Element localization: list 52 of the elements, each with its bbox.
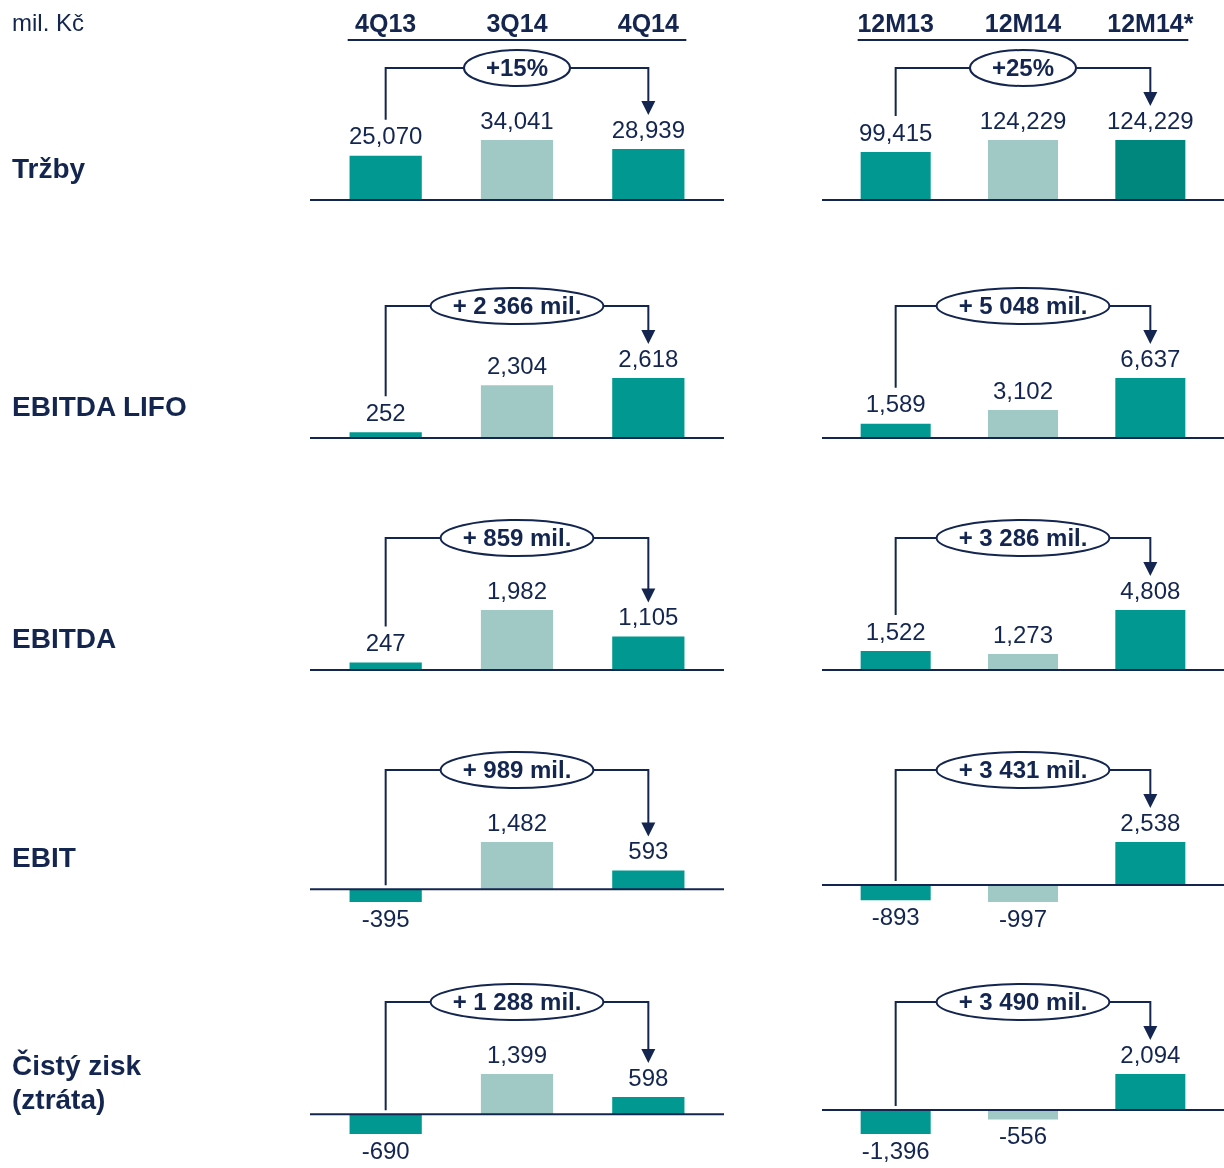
text: +25% xyxy=(991,53,1055,81)
text: + 3 490 mil. xyxy=(958,987,1088,1015)
data-label: -395 xyxy=(361,904,410,932)
data-label: 1,522 xyxy=(865,617,926,645)
text: + 2 366 mil. xyxy=(452,291,582,319)
data-label: 2,094 xyxy=(1120,1040,1181,1068)
x-tick-label: 12M14* xyxy=(1107,8,1194,37)
data-label: 598 xyxy=(628,1063,669,1091)
text: mil. Kč xyxy=(12,8,84,36)
x-tick-label: 3Q14 xyxy=(486,8,548,37)
data-label: -893 xyxy=(871,902,920,930)
data-label: 3,102 xyxy=(992,376,1054,404)
data-label: 25,070 xyxy=(348,122,423,150)
data-label: 28,939 xyxy=(611,115,686,143)
data-label: 1,273 xyxy=(992,620,1054,648)
text: + 1 288 mil. xyxy=(452,987,582,1015)
data-label: 1,399 xyxy=(486,1040,548,1068)
data-label: -690 xyxy=(361,1136,410,1164)
data-label: 124,229 xyxy=(1106,106,1194,134)
data-label: 2,538 xyxy=(1120,808,1181,836)
data-label: 99,415 xyxy=(858,118,933,146)
data-label: 34,041 xyxy=(480,106,554,134)
text: + 3 431 mil. xyxy=(958,755,1088,783)
data-label: 4,808 xyxy=(1120,576,1181,604)
data-label: 252 xyxy=(365,398,406,426)
data-label: 2,618 xyxy=(618,344,679,372)
data-label: 593 xyxy=(628,837,669,865)
y-axis-title: EBIT xyxy=(12,842,76,874)
data-label: 1,482 xyxy=(486,808,548,836)
text: + 3 286 mil. xyxy=(958,523,1088,551)
x-tick-label: 12M14 xyxy=(984,8,1062,37)
data-label: 1,105 xyxy=(618,603,679,631)
y-axis-title: EBITDA xyxy=(12,622,117,654)
x-tick-label: 4Q14 xyxy=(617,8,679,37)
text: + 989 mil. xyxy=(462,755,572,783)
text: + 859 mil. xyxy=(462,523,572,551)
data-label: -556 xyxy=(998,1122,1048,1150)
data-label: 2,304 xyxy=(486,351,548,379)
y-axis-title: Čistý zisk (ztráta) xyxy=(12,1048,142,1115)
data-label: 6,637 xyxy=(1120,344,1181,372)
data-label: -997 xyxy=(998,904,1048,932)
x-tick-label: 4Q13 xyxy=(355,8,417,37)
data-label: -1,396 xyxy=(861,1136,930,1164)
data-label: 247 xyxy=(365,629,406,657)
data-label: 1,982 xyxy=(486,576,548,604)
data-label: 1,589 xyxy=(865,390,926,418)
y-axis-title: EBITDA LIFO xyxy=(12,390,187,422)
data-label: 124,229 xyxy=(979,106,1067,134)
y-axis-title: Tržby xyxy=(12,152,86,184)
text: + 5 048 mil. xyxy=(958,291,1088,319)
x-tick-label: 12M13 xyxy=(857,8,934,37)
text: +15% xyxy=(485,53,549,81)
